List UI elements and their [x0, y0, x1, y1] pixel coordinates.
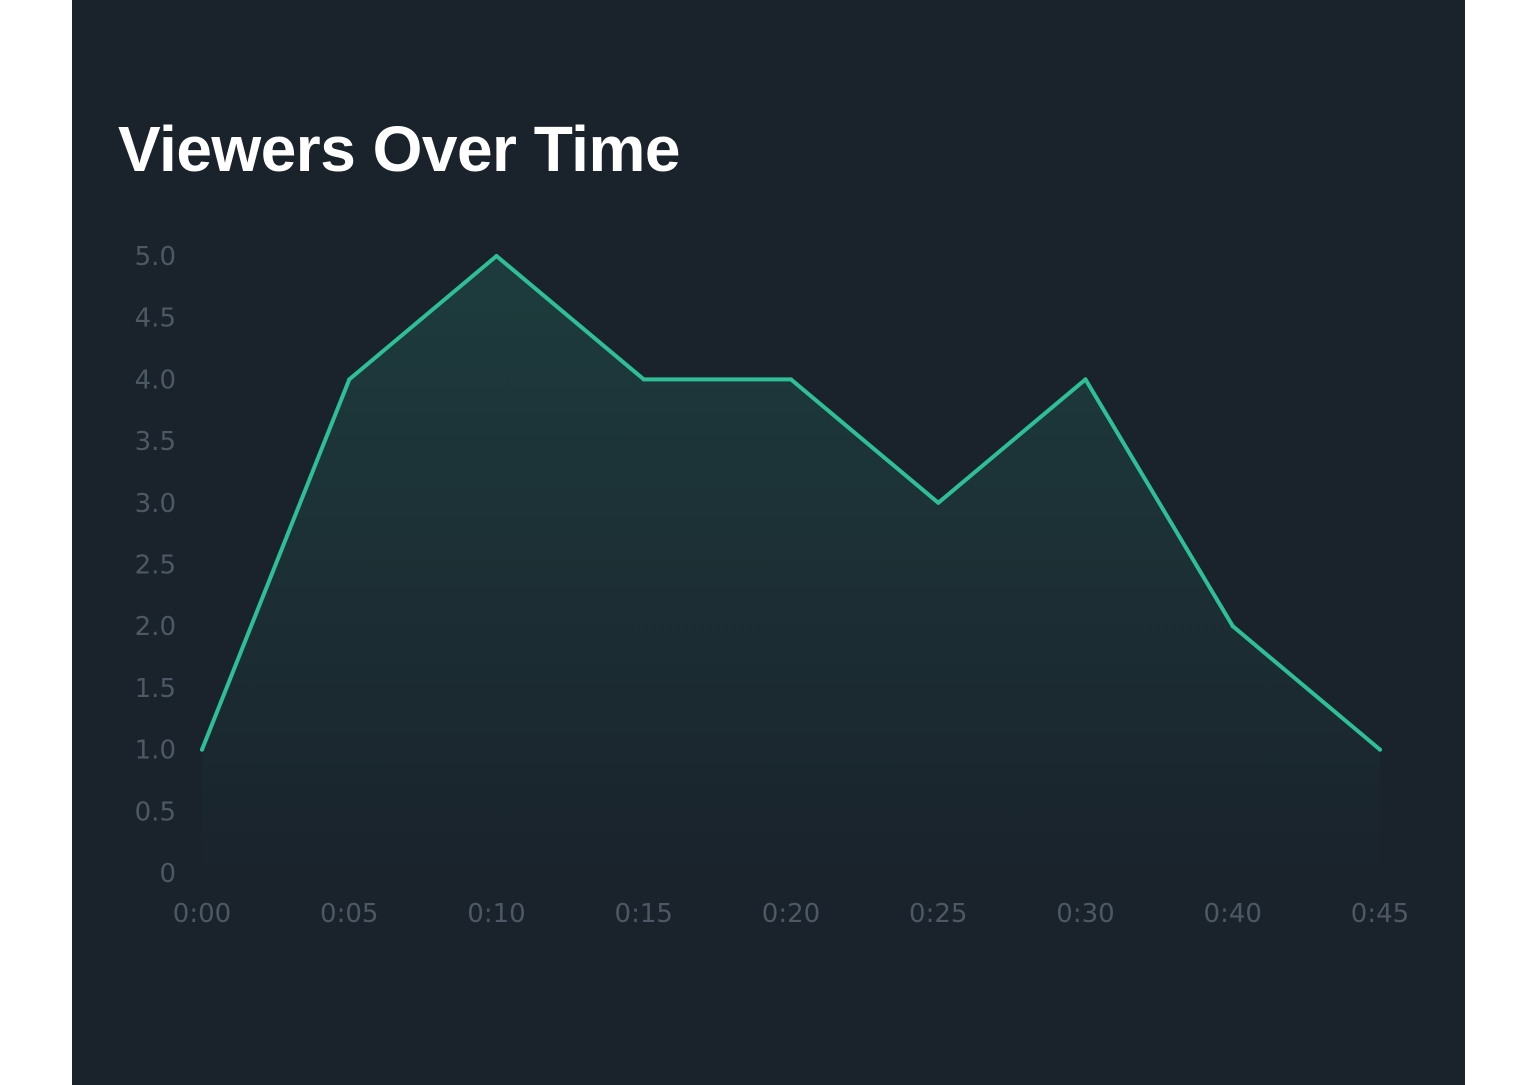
- data-point: [347, 377, 352, 382]
- chart-title: Viewers Over Time: [118, 113, 680, 185]
- y-axis-ticks: 0 0.5 1.0 1.5 2.0 2.5 3.0 3.5 4.0 4.5 5.0: [135, 242, 176, 889]
- y-tick-label: 3.5: [135, 427, 176, 457]
- data-point: [1378, 747, 1382, 752]
- chart-panel: Viewers Over Time 0 0.5 1.0 1.5 2.0 2.5 3.0 3.5…: [72, 0, 1465, 1085]
- viewers-area-chart: 0 0.5 1.0 1.5 2.0 2.5 3.0 3.5 4.0 4.5 5.0 0:00 0:05…: [135, 242, 1410, 929]
- x-tick-label: 0:30: [1056, 899, 1114, 929]
- x-axis-ticks: 0:00 0:05 0:10 0:15 0:20 0:25 0:30 0:40 0:45: [173, 899, 1409, 929]
- x-tick-label: 0:05: [320, 899, 378, 929]
- y-tick-label: 3.0: [135, 489, 176, 519]
- y-tick-label: 0.5: [135, 797, 176, 827]
- x-tick-label: 0:25: [909, 899, 967, 929]
- y-tick-label: 1.5: [135, 674, 176, 704]
- y-tick-label: 2.0: [135, 612, 176, 642]
- data-point: [641, 377, 646, 382]
- series-area: [202, 256, 1380, 873]
- y-tick-label: 4.0: [135, 365, 176, 395]
- x-tick-label: 0:10: [467, 899, 525, 929]
- data-point: [200, 747, 204, 752]
- data-point: [936, 500, 941, 505]
- y-tick-label: 0: [159, 859, 176, 889]
- data-point: [789, 377, 793, 382]
- x-tick-label: 0:20: [762, 899, 820, 929]
- series-layer: [200, 254, 1382, 873]
- x-tick-label: 0:45: [1351, 899, 1409, 929]
- data-point: [494, 254, 499, 258]
- data-point: [1083, 377, 1088, 382]
- y-tick-label: 4.5: [135, 304, 176, 334]
- y-tick-label: 5.0: [135, 242, 176, 272]
- y-tick-label: 2.5: [135, 551, 176, 581]
- x-tick-label: 0:40: [1204, 899, 1262, 929]
- x-tick-label: 0:15: [615, 899, 673, 929]
- data-point: [1230, 624, 1235, 629]
- y-tick-label: 1.0: [135, 736, 176, 766]
- x-tick-label: 0:00: [173, 899, 231, 929]
